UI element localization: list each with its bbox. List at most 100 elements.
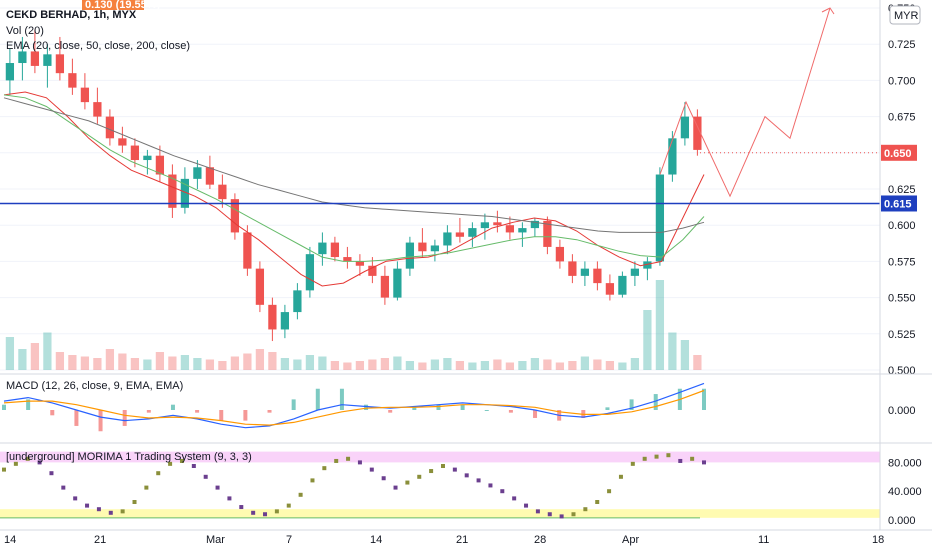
candle-body	[305, 254, 315, 291]
volume-bar	[680, 340, 690, 370]
morima-point	[61, 485, 66, 490]
price-tick-label: 0.600	[888, 220, 916, 232]
morima-point	[132, 500, 137, 504]
macd-histogram-bar	[219, 410, 224, 421]
volume-bar	[555, 362, 565, 370]
candle-body	[443, 232, 452, 246]
morima-point	[535, 509, 540, 514]
macd-histogram-bar	[146, 410, 151, 413]
candle-body	[693, 116, 702, 150]
candle-body	[30, 51, 40, 66]
price-tick-label: 0.500	[888, 365, 916, 377]
morima-point	[452, 467, 457, 472]
macd-histogram-bar	[315, 388, 320, 410]
candle-body	[480, 222, 490, 229]
macd-histogram-bar	[2, 404, 6, 410]
time-tick-label: Apr	[622, 534, 639, 546]
price-tick-label: 0.675	[888, 112, 916, 124]
volume-bar	[468, 362, 477, 370]
candle-body	[118, 138, 127, 146]
morima-point	[85, 503, 90, 508]
ema-50-line	[3, 94, 705, 262]
macd-histogram-bar	[122, 410, 127, 426]
volume-bar	[168, 356, 177, 370]
currency-label[interactable]: MYR	[894, 10, 919, 22]
macd-histogram-bar	[170, 404, 175, 410]
candle-body	[280, 312, 290, 330]
volume-bar	[305, 355, 315, 370]
macd-pane[interactable]: 0.000	[2, 382, 916, 432]
candle-body	[93, 102, 102, 117]
macd-histogram-bar	[388, 410, 393, 413]
volume-bar	[268, 352, 277, 370]
macd-indicator-label[interactable]: MACD (12, 26, close, 9, EMA, EMA)	[6, 380, 183, 392]
morima-point	[298, 492, 303, 497]
candle-body	[105, 116, 115, 139]
candle-body	[655, 174, 665, 262]
candle-body	[155, 155, 165, 175]
support-tag-bg	[881, 195, 917, 212]
volume-bar	[5, 337, 15, 370]
candle-body	[393, 268, 402, 298]
macd-histogram-bar	[629, 399, 634, 410]
morima-point	[25, 456, 30, 461]
macd-histogram-bar	[243, 410, 248, 421]
candle-body	[143, 155, 152, 161]
volume-bar	[443, 358, 452, 370]
volume-bar	[530, 358, 540, 370]
time-tick-label: Mar	[206, 534, 225, 546]
volume-bar	[393, 356, 402, 370]
morima-point	[227, 496, 232, 501]
volume-bar	[118, 353, 127, 370]
price-tick-label: 0.725	[888, 39, 916, 51]
volume-bar	[668, 332, 677, 370]
macd-histogram-bar	[508, 410, 513, 413]
morima-point	[630, 461, 635, 466]
morima-point	[168, 461, 173, 466]
price-tick-label: 0.550	[888, 293, 916, 305]
volume-bar	[568, 361, 577, 370]
volume-bar	[618, 362, 627, 370]
volume-bar	[518, 361, 527, 370]
volume-bar	[543, 359, 552, 370]
support-tag: 0.615	[884, 198, 912, 210]
morima-point	[666, 453, 671, 458]
macd-histogram-bar	[195, 410, 200, 413]
morima-point	[369, 467, 374, 472]
morima-point	[203, 474, 208, 479]
volume-bar	[580, 356, 590, 370]
candle-body	[355, 261, 365, 266]
ema-indicator-label[interactable]: EMA (20, close, 50, close, 200, close)	[6, 40, 190, 52]
symbol-title[interactable]: CEKD BERHAD, 1h, MYX	[6, 9, 137, 21]
volume-bar	[355, 361, 365, 370]
time-tick-label: 21	[456, 534, 468, 546]
volume-indicator-label[interactable]: Vol (20)	[6, 25, 44, 37]
morima-oversold-band	[0, 509, 880, 518]
volume-bar	[693, 355, 702, 370]
candle-body	[255, 268, 265, 305]
morima-point	[13, 461, 18, 466]
macd-histogram-bar	[702, 388, 706, 410]
candle-body	[5, 63, 15, 81]
volume-bar	[505, 362, 515, 370]
candle-body	[680, 116, 690, 139]
macd-histogram-bar	[653, 394, 658, 410]
macd-histogram-bar	[605, 407, 610, 410]
ema-200-line	[3, 97, 705, 233]
morima-indicator-label[interactable]: [underground] MORIMA 1 Trading System (9…	[6, 451, 252, 463]
candle-body	[643, 261, 652, 269]
morima-point	[642, 456, 647, 461]
candle-body	[518, 228, 527, 233]
volume-bar	[593, 359, 602, 370]
candle-body	[205, 167, 215, 185]
currency-button[interactable]	[889, 5, 921, 25]
price-pane[interactable]: 0.7500.7250.7000.6750.6500.6250.6000.575…	[0, 3, 917, 377]
morima-point	[239, 505, 244, 510]
morima-point	[2, 467, 6, 472]
volume-bar	[430, 359, 440, 370]
candle-body	[243, 232, 252, 269]
projection-arrowhead	[821, 7, 835, 15]
morima-point	[322, 466, 327, 471]
morima-pane[interactable]: 80.000 40.000 0.000	[0, 451, 922, 527]
